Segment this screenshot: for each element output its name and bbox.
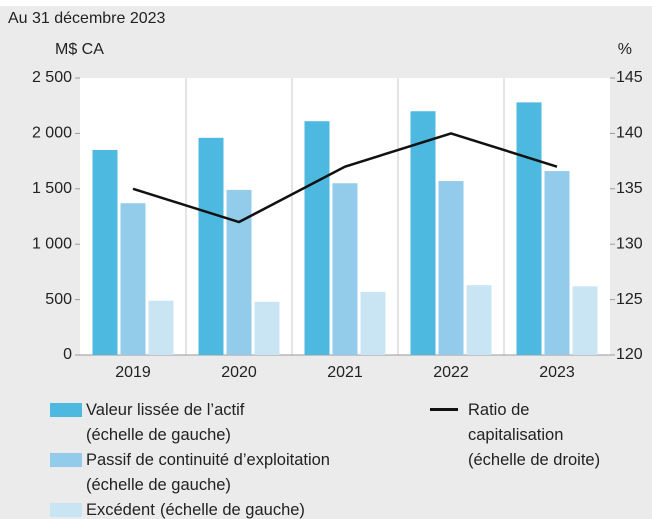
x-tick-label: 2020 — [221, 364, 257, 381]
y2-axis-label: % — [618, 41, 632, 58]
legend-note: (échelle de gauche) — [86, 476, 231, 494]
y2-tick-label: 125 — [616, 291, 643, 308]
y-tick-label: 1 500 — [32, 180, 72, 197]
y2-tick-label: 130 — [616, 235, 643, 252]
bar — [360, 291, 386, 355]
legend-swatch — [50, 503, 82, 517]
x-tick-label: 2023 — [539, 364, 575, 381]
y-tick-label: 2 500 — [32, 69, 72, 86]
bar — [572, 286, 598, 355]
x-tick-label: 2021 — [327, 364, 363, 381]
legend-swatch — [50, 453, 82, 467]
legend-note: (échelle de gauche) — [160, 501, 305, 519]
bar — [226, 189, 252, 355]
legend-label: Ratio de capitalisation — [468, 401, 564, 444]
bar — [198, 137, 224, 355]
bar — [466, 285, 492, 355]
legend-note: (échelle de gauche) — [86, 426, 231, 444]
y-tick-label: 1 000 — [32, 235, 72, 252]
legend-note: (échelle de droite) — [468, 451, 601, 469]
legend-swatch — [50, 403, 82, 417]
bar — [410, 111, 436, 356]
y-tick-label: 2 000 — [32, 125, 72, 142]
y-tick-label: 0 — [63, 346, 72, 363]
bar — [148, 300, 174, 355]
x-tick-label: 2022 — [433, 364, 469, 381]
subtitle: Au 31 décembre 2023 — [8, 10, 166, 27]
bar — [254, 301, 280, 355]
y2-tick-label: 145 — [616, 69, 643, 86]
y2-tick-label: 140 — [616, 125, 643, 142]
bar — [516, 102, 542, 355]
bar — [544, 171, 570, 355]
line — [132, 132, 558, 224]
y2-tick-label: 120 — [616, 346, 643, 363]
top-band — [0, 0, 652, 6]
legend-label: Excédent — [86, 501, 155, 519]
y2-tick-label: 135 — [616, 180, 643, 197]
bar — [120, 203, 146, 355]
bar — [438, 181, 464, 355]
legend-swatch — [430, 408, 458, 411]
bar — [92, 150, 118, 355]
y-tick-label: 500 — [45, 291, 72, 308]
y-axis-label: M$ CA — [55, 41, 104, 58]
bar — [332, 183, 358, 355]
legend-label: Passif de continuité d’exploitation — [86, 451, 330, 469]
bar — [304, 121, 330, 355]
x-tick-label: 2019 — [115, 364, 151, 381]
legend-label: Valeur lissée de l’actif — [86, 401, 245, 419]
